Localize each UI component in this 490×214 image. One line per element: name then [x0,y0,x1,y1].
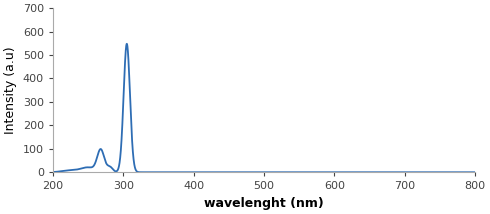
Y-axis label: Intensity (a.u): Intensity (a.u) [4,46,17,134]
X-axis label: wavelenght (nm): wavelenght (nm) [204,197,324,210]
